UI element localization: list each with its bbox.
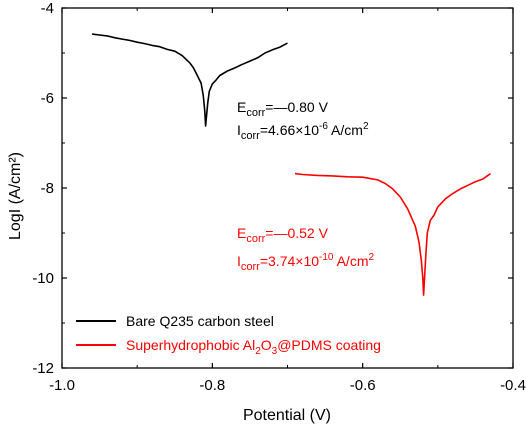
icorr-unit: A/cm <box>333 253 368 269</box>
legend-text-part: O <box>261 337 272 353</box>
x-axis-title: Potential (V) <box>243 407 331 424</box>
series-line-1 <box>294 172 491 296</box>
legend-text-part: @PDMS coating <box>277 337 381 353</box>
icorr-subscript: corr <box>241 130 260 142</box>
ecorr-symbol: E <box>237 225 246 241</box>
y-tick-label: -8 <box>41 180 54 197</box>
icorr-label: Icorr=3.74×10-10 A/cm2 <box>237 252 374 273</box>
legend-text-part: Superhydrophobic Al <box>126 337 255 353</box>
icorr-exponent: -10 <box>319 252 334 263</box>
icorr-value: =3.74×10 <box>260 253 319 269</box>
icorr-unit: A/cm <box>328 122 363 138</box>
series-layer <box>92 33 491 296</box>
icorr-subscript: corr <box>241 261 260 273</box>
legend-subscript: 3 <box>272 346 278 357</box>
icorr-symbol: I <box>237 122 241 138</box>
ecorr-label: Ecorr=—0.80 V <box>237 99 329 119</box>
x-tick-label: -1.0 <box>49 377 75 394</box>
x-axis: -1.0 -0.8 -0.6 -0.4 <box>49 8 526 394</box>
ecorr-value: =—0.80 V <box>265 99 328 115</box>
y-axis-title: LogI (A/cm²) <box>7 152 24 240</box>
icorr-value: =4.66×10 <box>260 122 319 138</box>
y-tick-label: -4 <box>41 0 54 17</box>
icorr-symbol: I <box>237 253 241 269</box>
ecorr-subscript: corr <box>246 107 265 119</box>
ecorr-symbol: E <box>237 99 246 115</box>
icorr-unit-exponent: 2 <box>363 121 369 132</box>
series-line-0 <box>92 33 288 127</box>
ecorr-value: =—0.52 V <box>265 225 328 241</box>
x-tick-label: -0.8 <box>199 377 225 394</box>
icorr-exponent: -6 <box>319 121 328 132</box>
ecorr-label: Ecorr=—0.52 V <box>237 225 329 245</box>
legend-label-0: Bare Q235 carbon steel <box>126 313 274 329</box>
y-axis: -12 -10 -8 -6 -4 <box>32 0 513 377</box>
ecorr-subscript: corr <box>246 233 265 245</box>
legend: Bare Q235 carbon steel Superhydrophobic A… <box>76 313 381 357</box>
y-tick-label: -6 <box>41 90 54 107</box>
x-tick-label: -0.4 <box>500 377 526 394</box>
y-tick-label: -10 <box>32 270 54 287</box>
icorr-label: Icorr=4.66×10-6 A/cm2 <box>237 121 369 142</box>
y-tick-label: -12 <box>32 360 54 377</box>
icorr-unit-exponent: 2 <box>368 252 374 263</box>
x-tick-label: -0.6 <box>350 377 376 394</box>
legend-subscript: 2 <box>255 346 261 357</box>
legend-label-1: Superhydrophobic Al2O3@PDMS coating <box>126 337 381 357</box>
